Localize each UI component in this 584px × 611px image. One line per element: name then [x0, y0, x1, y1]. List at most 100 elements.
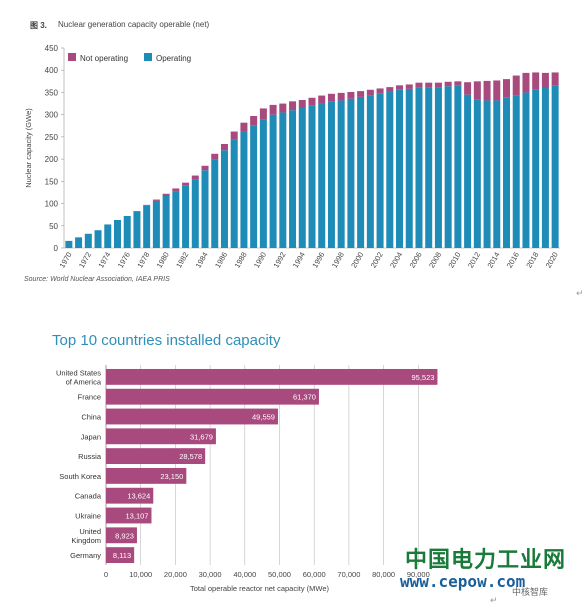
bar-not-operating-1980: [162, 193, 170, 196]
x-tick-label: 1970: [57, 251, 73, 270]
bar-not-operating-2001: [366, 89, 374, 96]
x-tick-label: 1994: [291, 251, 307, 270]
x-tick-label: 1982: [174, 251, 190, 270]
bar-not-operating-2008: [434, 82, 442, 88]
x-tick-label: 1990: [252, 251, 268, 270]
x-tick-label: 1988: [233, 251, 249, 270]
bar-not-operating-1986: [220, 144, 228, 151]
bar-operating-1970: [65, 240, 73, 248]
category-label: Canada: [75, 492, 102, 501]
category-label: Ukraine: [75, 512, 101, 521]
bar-operating-1978: [143, 205, 151, 248]
x-tick-label: 20,000: [164, 570, 187, 579]
category-label: South Korea: [59, 472, 102, 481]
bar-value-label: 95,523: [412, 373, 435, 382]
bar-operating-1999: [347, 98, 355, 249]
x-tick-label: 50,000: [268, 570, 291, 579]
return-mark-2: ↵: [490, 595, 498, 605]
bar-not-operating-2019: [541, 72, 549, 88]
bar-operating-1981: [172, 191, 180, 248]
bar-operating-1975: [113, 220, 121, 248]
bar-not-operating-2012: [473, 81, 481, 100]
x-tick-label: 2002: [369, 251, 385, 270]
bar-operating-2004: [396, 89, 404, 249]
bar-not-operating-1993: [289, 101, 297, 111]
bar-operating-1990: [259, 119, 267, 248]
y-tick-label: 400: [45, 66, 59, 75]
bar-value-label: 61,370: [293, 393, 316, 402]
x-tick-label: 2000: [349, 251, 365, 270]
bar-operating-1997: [327, 101, 335, 248]
bar-operating-2000: [357, 96, 365, 248]
bottom-chart-title: Top 10 countries installed capacity: [52, 332, 281, 349]
bar-not-operating-2004: [396, 85, 404, 90]
bar-country: [106, 547, 135, 564]
category-label: France: [78, 393, 101, 402]
bar-value-label: 23,150: [160, 472, 183, 481]
bar-not-operating-2010: [454, 81, 462, 86]
bar-operating-1973: [94, 230, 102, 248]
bar-not-operating-1989: [250, 116, 258, 126]
y-tick-label: 150: [45, 177, 59, 186]
y-tick-label: 50: [49, 222, 58, 231]
bar-not-operating-2007: [425, 82, 433, 88]
bar-country: [106, 487, 154, 504]
bar-operating-1995: [308, 105, 316, 249]
x-tick-label: 40,000: [233, 570, 256, 579]
bar-not-operating-1981: [172, 188, 180, 192]
bar-country: [106, 368, 438, 385]
bar-not-operating-2013: [483, 80, 491, 101]
x-tick-label: 2010: [446, 251, 462, 270]
y-tick-label: 250: [45, 133, 59, 142]
bar-value-label: 13,107: [126, 512, 149, 521]
bar-not-operating-1978: [143, 204, 151, 206]
bar-not-operating-1979: [152, 199, 160, 201]
bar-not-operating-2017: [522, 72, 530, 93]
bar-not-operating-1991: [269, 104, 277, 115]
legend-label: Operating: [156, 54, 191, 63]
bar-operating-1994: [298, 108, 306, 248]
bar-operating-2014: [493, 100, 501, 248]
bar-operating-2003: [386, 91, 394, 248]
bar-not-operating-1994: [298, 100, 306, 108]
x-tick-label: 2012: [466, 251, 482, 270]
x-tick-label: 2018: [524, 251, 540, 270]
bar-operating-1980: [162, 196, 170, 248]
bar-not-operating-2011: [464, 82, 472, 95]
bar-operating-1971: [75, 237, 83, 248]
x-tick-label: 1984: [194, 251, 210, 270]
x-tick-label: 1976: [116, 251, 132, 270]
bar-not-operating-2000: [357, 91, 365, 97]
y-tick-label: 0: [54, 244, 59, 253]
bar-not-operating-1987: [230, 131, 238, 140]
bar-country: [106, 467, 187, 484]
bar-not-operating-2005: [405, 84, 413, 89]
bar-operating-1984: [201, 170, 209, 248]
bar-not-operating-1998: [337, 92, 345, 101]
bar-not-operating-1995: [308, 97, 316, 106]
bar-operating-2001: [366, 95, 374, 248]
x-tick-label: 70,000: [337, 570, 360, 579]
bar-operating-1998: [337, 100, 345, 248]
bar-operating-2002: [376, 93, 384, 248]
x-tick-label: 2008: [427, 251, 443, 270]
bar-operating-2013: [483, 100, 491, 248]
y-tick-label: 450: [45, 44, 59, 53]
x-tick-label: 0: [104, 570, 108, 579]
bar-operating-2015: [503, 97, 511, 249]
y-tick-label: 200: [45, 155, 59, 164]
x-tick-label: 1974: [96, 251, 112, 270]
bar-country: [106, 388, 319, 405]
bar-country: [106, 408, 278, 425]
bar-not-operating-2016: [512, 75, 520, 96]
bar-operating-1988: [240, 131, 248, 248]
top-chart-title: Nuclear generation capacity operable (ne…: [58, 20, 210, 29]
bar-operating-2008: [434, 87, 442, 248]
category-label: China: [81, 413, 101, 422]
bar-country: [106, 507, 152, 524]
y-tick-label: 350: [45, 88, 59, 97]
bar-not-operating-1984: [201, 165, 209, 171]
x-tick-label: 30,000: [199, 570, 222, 579]
bar-not-operating-1992: [279, 103, 287, 113]
category-label: Russia: [78, 452, 102, 461]
